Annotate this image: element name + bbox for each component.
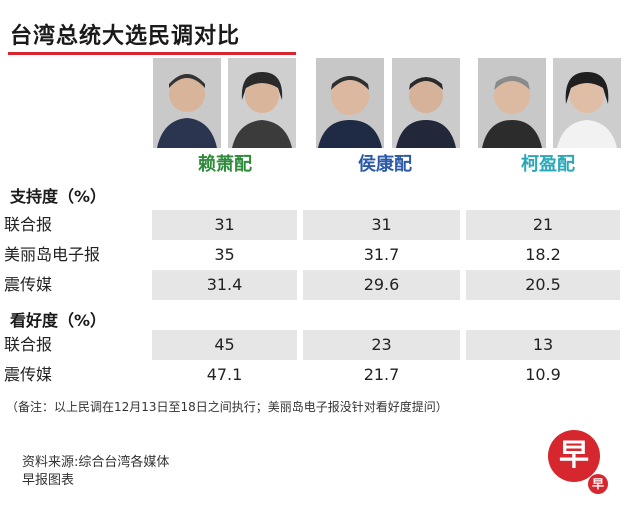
table-cell: 21 — [466, 210, 620, 240]
table-cell: 31 — [303, 210, 460, 240]
candidate-photo — [316, 58, 384, 148]
row-label: 震传媒 — [4, 270, 142, 300]
zaobao-logo-icon: 早 — [548, 430, 600, 482]
table-cell: 31 — [152, 210, 297, 240]
pair-name-lai: 赖萧配 — [198, 154, 252, 175]
candidate-photo — [478, 58, 546, 148]
section-heading-outlook: 看好度（%） — [10, 311, 107, 330]
table-row: 联合报 45 23 13 — [0, 330, 628, 360]
table-row: 震传媒 47.1 21.7 10.9 — [0, 360, 628, 390]
pair-name-ko: 柯盈配 — [521, 154, 575, 175]
candidate-photo — [553, 58, 621, 148]
table-cell: 47.1 — [206, 365, 243, 384]
candidate-photo — [392, 58, 460, 148]
footnote: （备注：以上民调在12月13日至18日之间执行；美丽岛电子报没针对看好度提问） — [6, 400, 448, 414]
candidate-photo — [153, 58, 221, 148]
row-label: 美丽岛电子报 — [4, 240, 142, 270]
row-label: 联合报 — [4, 210, 142, 240]
table-cell: 10.9 — [525, 365, 561, 384]
chart-title: 台湾总统大选民调对比 — [10, 24, 241, 49]
zaobao-small-logo-icon: 早 — [588, 474, 608, 494]
credit-line: 早报图表 — [22, 473, 75, 488]
table-cell: 31.7 — [363, 245, 400, 264]
title-underline — [8, 52, 296, 55]
pair-name-hou: 侯康配 — [358, 154, 412, 175]
table-cell: 29.6 — [303, 270, 460, 300]
row-label: 震传媒 — [4, 360, 142, 390]
section-heading-support: 支持度（%） — [10, 187, 107, 206]
table-cell: 35 — [214, 245, 235, 264]
table-row: 美丽岛电子报 35 31.7 18.2 — [0, 240, 628, 270]
table-cell: 20.5 — [466, 270, 620, 300]
table-cell: 21.7 — [363, 365, 400, 384]
table-cell: 18.2 — [525, 245, 561, 264]
table-cell: 45 — [152, 330, 297, 360]
table-row: 联合报 31 31 21 — [0, 210, 628, 240]
table-row: 震传媒 31.4 29.6 20.5 — [0, 270, 628, 300]
source-line: 资料来源:综合台湾各媒体 — [22, 455, 170, 470]
table-cell: 13 — [466, 330, 620, 360]
table-cell: 31.4 — [152, 270, 297, 300]
row-label: 联合报 — [4, 330, 142, 360]
table-cell: 23 — [303, 330, 460, 360]
candidate-photo — [228, 58, 296, 148]
